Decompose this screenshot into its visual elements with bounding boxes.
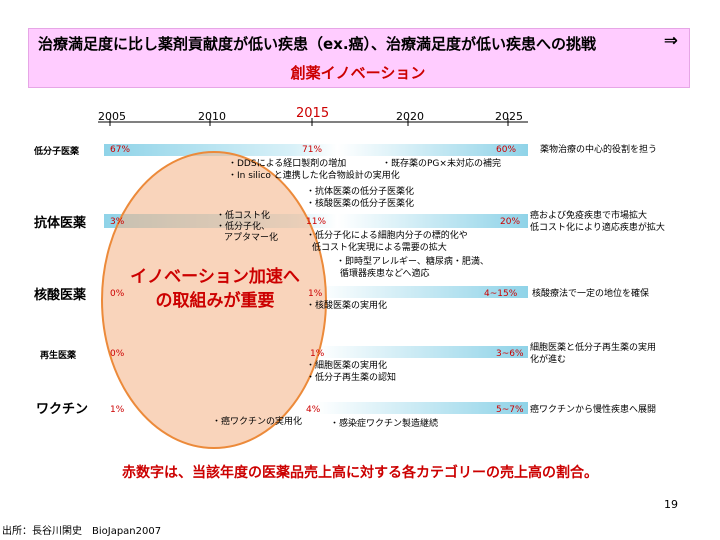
note-vaccine-right: ・感染症ワクチン製造継続	[330, 419, 439, 429]
note-antibody-left-2: ・低分子化、	[216, 222, 271, 232]
category-antibody: 抗体医薬	[34, 216, 87, 231]
note-antibody-top-1: ・抗体医薬の低分子医薬化	[306, 187, 415, 197]
desc-nucleic: 核酸療法で一定の地位を確保	[532, 289, 650, 299]
circle-message: イノベーション加速へ の取組みが重要	[110, 265, 320, 313]
circle-message-line-1: イノベーション加速へ	[130, 267, 300, 287]
value-small-molecule-2025: 60%	[496, 145, 517, 155]
note-antibody-left-1: ・低コスト化	[216, 211, 271, 221]
value-vaccine-2005: 1%	[110, 405, 125, 415]
desc-regenerative-2: 化が進む	[530, 355, 567, 365]
desc-antibody-1: 癌および免疫疾患で市場拡大	[530, 211, 648, 221]
title-line-1: 治療満足度に比し薬剤貢献度が低い疾患（ex.癌）、治療満足度が低い疾患への挑戦	[38, 35, 597, 53]
year-2005: 2005	[98, 110, 126, 123]
value-vaccine-2015: 4%	[306, 405, 321, 415]
year-2025: 2025	[495, 110, 523, 123]
note-antibody-left-3: アプタマー化	[224, 233, 279, 243]
note-insilico: ・In silico と連携した化合物設計の実用化	[228, 171, 400, 181]
note-nucleic: ・核酸医薬の実用化	[306, 301, 388, 311]
value-regenerative-2025: 3~6%	[496, 349, 524, 359]
value-small-molecule-2005: 67%	[110, 145, 131, 155]
category-small-molecule: 低分子医薬	[34, 147, 80, 157]
note-antibody-top-2: ・核酸医薬の低分子医薬化	[306, 199, 415, 209]
category-vaccine: ワクチン	[36, 402, 89, 417]
year-2020: 2020	[396, 110, 424, 123]
circle-message-line-2: の取組みが重要	[155, 291, 275, 311]
desc-antibody-2: 低コスト化により適応疾患が拡大	[530, 223, 665, 233]
desc-regenerative-1: 細胞医薬と低分子再生薬の実用	[530, 343, 657, 353]
highlight-circle	[101, 151, 327, 449]
category-nucleic: 核酸医薬	[34, 288, 87, 303]
note-antibody-bottom-1: ・低分子化による細胞内分子の標的化や	[306, 231, 468, 241]
title-box	[28, 28, 690, 88]
note-regenerative-1: ・細胞医薬の実用化	[306, 361, 388, 371]
source-credit: 出所：長谷川閑史 BioJapan2007	[2, 526, 162, 537]
value-nucleic-2005: 0%	[110, 289, 125, 299]
note-pgx: ・既存薬のPG×未対応の補完	[382, 159, 501, 169]
value-regenerative-2005: 0%	[110, 349, 125, 359]
value-nucleic-2015: 1%	[308, 289, 323, 299]
category-regenerative: 再生医薬	[40, 351, 77, 361]
footer-note: 赤数字は、当該年度の医薬品売上高に対する各カテゴリーの売上高の割合。	[122, 465, 598, 481]
year-2010: 2010	[198, 110, 226, 123]
year-2015: 2015	[296, 106, 330, 121]
arrow-icon: ⇒	[663, 31, 678, 51]
value-antibody-2015: 11%	[306, 217, 327, 227]
note-antibody-bottom-4: 循環器疾患などへ適応	[340, 269, 430, 279]
value-nucleic-2025: 4~15%	[484, 289, 518, 299]
desc-small-molecule: 薬物治療の中心的役割を担う	[540, 145, 658, 155]
value-vaccine-2025: 5~7%	[496, 405, 524, 415]
title-line-2: 創薬イノベーション	[290, 64, 426, 82]
note-antibody-bottom-2: 低コスト化実現による需要の拡大	[312, 243, 447, 253]
value-regenerative-2015: 1%	[310, 349, 325, 359]
value-small-molecule-2015: 71%	[302, 145, 323, 155]
note-antibody-bottom-3: ・即時型アレルギー、糖尿病・肥満、	[336, 257, 489, 267]
value-antibody-2025: 20%	[500, 217, 521, 227]
desc-vaccine: 癌ワクチンから慢性疾患へ展開	[530, 405, 657, 415]
note-dds: ・DDSによる経口製剤の増加	[228, 159, 347, 169]
page-number: 19	[664, 498, 678, 511]
note-regenerative-2: ・低分子再生薬の認知	[306, 373, 397, 383]
note-vaccine-left: ・癌ワクチンの実用化	[212, 417, 303, 427]
value-antibody-2005: 3%	[110, 217, 125, 227]
